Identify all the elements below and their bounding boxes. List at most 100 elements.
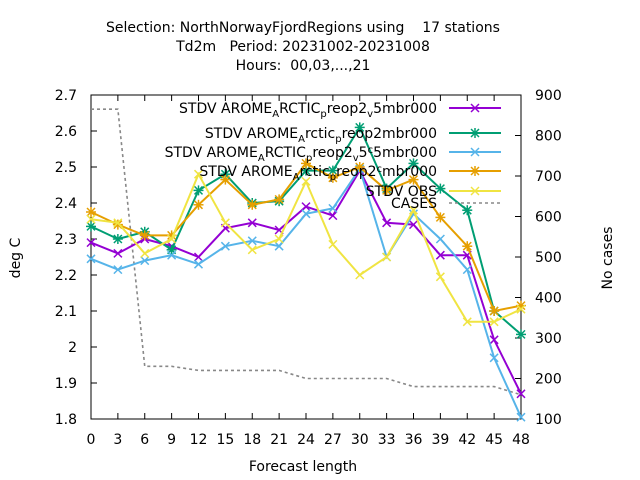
series-3-point xyxy=(301,209,311,219)
series-1-point xyxy=(516,389,526,399)
x-tick-label: 42 xyxy=(458,432,476,448)
series-5-point xyxy=(435,272,445,282)
series-3-point xyxy=(86,254,96,264)
series-5-point xyxy=(220,218,230,228)
series-lines xyxy=(86,108,526,422)
series-1-point xyxy=(193,252,204,262)
series-5-point xyxy=(462,317,472,327)
series-4-point xyxy=(408,174,419,185)
series-2-point xyxy=(435,183,446,194)
title-line-1: Selection: NorthNorwayFjordRegions using… xyxy=(106,20,500,36)
series-2-point xyxy=(462,205,473,216)
series-3-point xyxy=(220,241,230,251)
y2-tick-label: 500 xyxy=(535,250,562,266)
series-3-point xyxy=(435,234,445,244)
legend-marker-4 xyxy=(470,166,480,176)
series-1-point xyxy=(301,202,311,212)
x-tick-label: 12 xyxy=(190,432,208,448)
title-line-3: Hours: 00,03,...,21 xyxy=(236,58,371,74)
y-tick-label: 1.8 xyxy=(55,412,77,428)
x-tick-label: 15 xyxy=(216,432,234,448)
legend-marker-3 xyxy=(470,147,480,157)
legend-marker-2 xyxy=(470,128,480,138)
series-3-point xyxy=(516,412,526,422)
x-tick-label: 0 xyxy=(87,432,96,448)
series-1-point xyxy=(435,250,445,260)
series-3-point xyxy=(328,203,338,213)
x-tick-label: 36 xyxy=(405,432,423,448)
series-5-point xyxy=(489,317,499,327)
legend-label-2: STDV AROMEArcticpreop2mbr000 xyxy=(205,126,437,145)
series-5-point xyxy=(301,176,311,186)
series-1-point xyxy=(328,211,338,221)
y2-tick-label: 400 xyxy=(535,291,562,307)
axis-ticks: 1.81.922.12.22.32.42.52.62.7100200300400… xyxy=(55,88,562,448)
series-4-point xyxy=(193,199,204,210)
series-4-point xyxy=(354,162,365,172)
series-3-point xyxy=(247,236,257,246)
x-tick-label: 24 xyxy=(297,432,315,448)
title-line-2: Td2m Period: 20231002-20231008 xyxy=(175,39,430,55)
series-3-point xyxy=(193,259,204,269)
x-tick-label: 6 xyxy=(140,432,149,448)
series-5-line xyxy=(90,171,522,323)
legend-marker-1 xyxy=(470,103,480,113)
series-4-point xyxy=(381,185,392,196)
y2-tick-label: 800 xyxy=(535,129,562,145)
series-5-point xyxy=(408,205,419,215)
series-1-point xyxy=(247,218,257,228)
series-1-point xyxy=(408,220,419,230)
series-4-point xyxy=(435,212,446,223)
x-tick-label: 27 xyxy=(324,432,342,448)
series-5-point xyxy=(113,218,123,228)
y-tick-label: 2.1 xyxy=(55,304,77,320)
series-2-point xyxy=(354,122,365,133)
x-tick-label: 3 xyxy=(113,432,122,448)
series-4-line xyxy=(90,162,522,313)
x-tick-label: 39 xyxy=(431,432,449,448)
legend-label-5: STDV OBS xyxy=(366,184,437,200)
series-5-point xyxy=(382,252,392,262)
series-2-point xyxy=(408,158,419,169)
y-tick-label: 2.5 xyxy=(55,160,77,176)
series-4-point xyxy=(247,199,258,210)
series-1-point xyxy=(382,218,392,228)
series-5-point xyxy=(193,169,204,179)
x-tick-label: 30 xyxy=(351,432,369,448)
series-4-point xyxy=(301,158,311,169)
y2-axis-label: No cases xyxy=(600,227,616,290)
series-5-point xyxy=(86,214,96,224)
series-5-point xyxy=(247,245,257,255)
series-1-line xyxy=(90,168,522,395)
series-1-point xyxy=(86,238,96,248)
y-tick-label: 2 xyxy=(68,340,77,356)
y2-tick-label: 100 xyxy=(535,412,562,428)
series-4-point xyxy=(220,174,231,185)
series-2-point xyxy=(112,234,123,244)
series-2-point xyxy=(86,221,96,232)
series-5-point xyxy=(516,304,526,314)
series-4-point xyxy=(139,230,150,241)
series-4-point xyxy=(86,207,96,217)
y2-tick-label: 600 xyxy=(535,210,562,226)
x-axis-label: Forecast length xyxy=(249,459,357,475)
y-tick-label: 2.4 xyxy=(55,196,77,212)
x-tick-label: 48 xyxy=(512,432,530,448)
series-1-point xyxy=(489,335,499,345)
series-2-point xyxy=(193,185,204,196)
series-5-point xyxy=(274,234,284,244)
x-tick-label: 33 xyxy=(378,432,396,448)
y2-tick-label: 700 xyxy=(535,169,562,185)
series-3-point xyxy=(462,265,472,275)
series-2-point xyxy=(220,169,231,180)
x-tick-label: 21 xyxy=(270,432,288,448)
series-2-point xyxy=(166,244,177,255)
y-axis-label: deg C xyxy=(8,237,24,278)
series-4-point xyxy=(327,172,338,183)
y-tick-label: 2.6 xyxy=(55,124,77,140)
series-5-point xyxy=(140,248,150,258)
series-2-point xyxy=(516,329,526,340)
legend: STDV AROMEARCTICpreop2v5mbr000 STDV AROME… xyxy=(165,101,501,212)
y-tick-label: 2.2 xyxy=(55,268,77,284)
